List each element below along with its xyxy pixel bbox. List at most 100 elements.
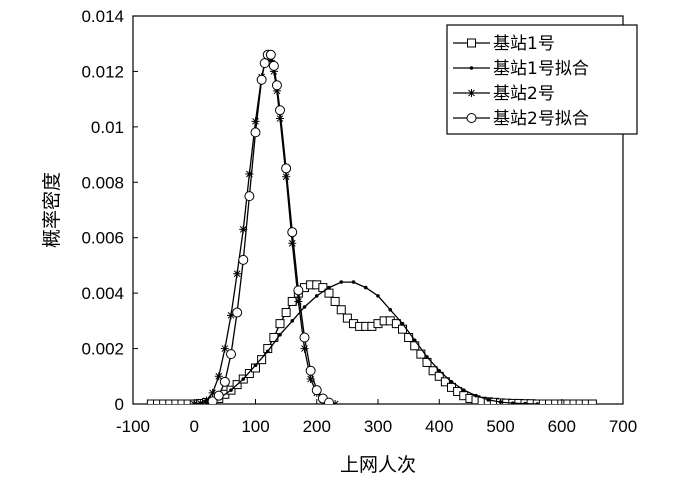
data-point-dot [265, 349, 270, 354]
data-point-asterisk [251, 117, 260, 126]
data-point-dot [437, 368, 442, 373]
data-point-square [342, 313, 352, 323]
legend-label: 基站2号拟合 [493, 109, 589, 129]
y-tick-label: 0 [115, 395, 124, 414]
data-point-dot [302, 305, 307, 309]
data-point-square [324, 288, 334, 298]
data-point-square [569, 399, 579, 404]
data-point-square [153, 399, 162, 404]
data-point-dot [412, 338, 417, 343]
data-point-circle [259, 58, 270, 69]
x-tick-label: 600 [548, 417, 576, 436]
data-point-circle [213, 390, 224, 401]
data-point-circle [311, 385, 322, 396]
data-point-dot [523, 401, 527, 404]
data-point-dot [241, 377, 246, 381]
data-point-dot [486, 398, 491, 402]
data-point-circle [271, 80, 282, 91]
x-tick-label: 700 [609, 417, 637, 436]
data-point-circle [265, 49, 276, 60]
data-point-dot [510, 401, 515, 404]
data-point-square [587, 399, 597, 404]
data-point-dot [388, 307, 393, 312]
data-point-square [171, 399, 181, 404]
data-point-square [336, 305, 346, 315]
x-tick-label: -100 [116, 417, 150, 436]
data-point-asterisk [245, 169, 254, 178]
data-point-square [281, 308, 291, 318]
data-point-square [159, 399, 169, 404]
data-point-asterisk [467, 89, 476, 97]
legend-label: 基站1号拟合 [493, 59, 589, 79]
data-point-circle [219, 376, 230, 387]
data-point-circle [268, 60, 279, 71]
x-tick-label: 400 [425, 417, 453, 436]
data-point-square [146, 399, 156, 404]
data-point-circle [275, 105, 285, 116]
data-point-square [183, 399, 193, 404]
data-point-asterisk [227, 311, 235, 320]
data-point-dot [327, 285, 331, 290]
data-point-circle [250, 127, 261, 138]
data-point-dot [376, 294, 380, 298]
data-point-asterisk [288, 239, 297, 248]
data-point-asterisk [282, 172, 291, 181]
data-point-dot [290, 319, 295, 323]
data-point-dot [314, 294, 319, 298]
data-point-square [177, 399, 187, 404]
y-tick-label: 0.012 [81, 62, 124, 81]
y-tick-label: 0.006 [81, 229, 124, 248]
data-point-circle [293, 285, 304, 296]
data-point-circle [238, 254, 249, 265]
data-point-dot [535, 402, 540, 404]
data-point-dot [339, 280, 344, 284]
legend-item: 基站2号拟合 [453, 109, 589, 129]
data-point-circle [466, 113, 477, 123]
data-point-square [257, 355, 267, 365]
x-tick-label: 500 [486, 417, 514, 436]
data-point-circle [244, 191, 255, 202]
data-point-dot [400, 321, 405, 326]
data-point-dot [469, 66, 474, 70]
data-point-asterisk [239, 225, 248, 234]
data-point-circle [299, 332, 310, 343]
legend-item: 基站1号 [453, 34, 555, 54]
data-point-asterisk [196, 399, 205, 404]
ticks-layer: -100 0 100 200 300 400 500 600 700 0 0.002 0.004 0.0… [81, 7, 637, 436]
data-point-asterisk [220, 344, 229, 353]
data-point-asterisk [306, 375, 315, 384]
data-point-square [330, 296, 340, 306]
data-point-square [467, 38, 476, 48]
data-point-asterisk [208, 388, 217, 397]
x-tick-label: 200 [303, 417, 331, 436]
data-point-square [275, 319, 285, 329]
y-tick-label: 0.004 [81, 284, 124, 303]
series-4 [207, 49, 334, 404]
data-point-asterisk [269, 67, 278, 76]
data-point-dot [461, 388, 466, 392]
x-axis-title: 上网人次 [340, 454, 416, 476]
y-axis-title: 概率密度 [41, 172, 63, 248]
legend-label: 基站2号 [493, 84, 555, 104]
data-point-square [538, 399, 548, 404]
data-point-circle [232, 307, 243, 318]
data-point-square [551, 399, 561, 404]
series-layer [146, 49, 597, 404]
data-point-square [575, 399, 585, 404]
data-point-asterisk [294, 297, 303, 306]
data-point-dot [474, 393, 478, 398]
y-tick-label: 0.008 [81, 173, 124, 192]
data-point-square [563, 399, 573, 404]
legend-label: 基站1号 [493, 34, 555, 54]
y-tick-label: 0.014 [81, 7, 124, 26]
data-point-circle [256, 74, 267, 85]
data-point-asterisk [214, 372, 223, 381]
data-point-square [428, 366, 438, 376]
data-point-dot [229, 388, 233, 392]
data-point-circle [281, 163, 292, 174]
data-point-dot [351, 280, 356, 284]
data-point-square [244, 369, 254, 379]
data-point-square [391, 319, 401, 329]
x-tick-label: 300 [364, 417, 392, 436]
